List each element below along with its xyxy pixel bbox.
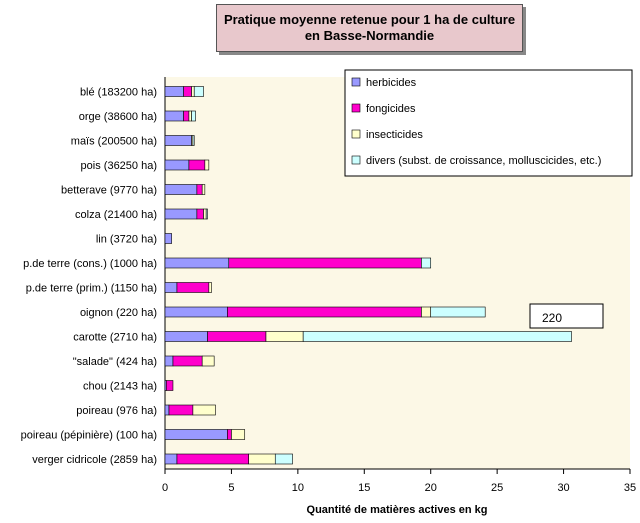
bar-segment-2 [183,110,190,122]
category-label: poireau (976 ha) [76,405,157,417]
chart-subtitle: en Basse-Normandie [304,28,435,43]
bar-segment-3 [201,355,215,367]
bar-segment-4 [192,135,195,146]
category-label: poireau (pépinière) (100 ha) [21,430,157,442]
bar-segment-4 [421,257,432,269]
bar-segment-4 [193,86,204,97]
category-label: colza (21400 ha) [75,209,157,221]
bar-segment-3 [208,282,212,293]
bar-segment-1 [164,306,228,318]
bar-segment-3 [231,429,246,440]
bar-segment-4 [430,306,486,318]
bar-segment-2 [207,331,267,342]
bar-segment-1 [164,135,192,146]
category-label: lin (3720 ha) [96,234,157,246]
bar-segment-1 [164,282,178,293]
bar-segment-1 [164,110,184,122]
legend-label: herbicides [366,77,417,89]
bar-segment-3 [188,110,192,122]
x-tick-label: 35 [624,482,636,494]
bar-segment-4 [191,110,196,122]
chart-title: Pratique moyenne retenue pour 1 ha de cu… [223,12,516,27]
legend-label: divers (subst. de croissance, molluscici… [366,155,601,167]
legend: herbicides fongicides insecticides divers (… [344,69,633,177]
category-label: orge (38600 ha) [79,111,157,123]
chart-title-box: Pratique moyenne retenue pour 1 ha de cu… [216,4,523,52]
bar-segment-4 [205,208,208,220]
bar-segment-1 [164,429,228,440]
bar-segment-3 [201,184,206,195]
legend-swatch [351,155,361,165]
bar-segment-3 [203,208,207,220]
legend-swatch [351,129,361,139]
bar-segment-3 [192,404,216,416]
category-label: verger cidricole (2859 ha) [32,454,157,466]
category-label: chou (2143 ha) [83,381,157,393]
category-label: blé (183200 ha) [80,87,157,99]
bar-segment-2 [176,282,210,293]
category-label: p.de terre (prim.) (1150 ha) [26,283,157,295]
bar-segment-2 [196,208,204,220]
annotation-box: 220 [529,303,604,329]
bar-segment-3 [265,331,304,342]
x-tick-label: 15 [358,482,370,494]
category-label: maïs (200500 ha) [71,136,157,148]
x-tick-label: 20 [425,482,437,494]
x-tick-label: 5 [228,482,234,494]
bar-segment-3 [191,86,195,97]
bar-segment-1 [164,453,178,465]
bar-segment-1 [164,355,174,367]
annotation-rect [529,303,604,329]
bar-segment-4 [302,331,572,342]
bar-segment-1 [164,86,184,97]
bar-segment-2 [227,429,232,440]
bar-segment-1 [164,159,190,171]
category-label: carotte (2710 ha) [73,332,157,344]
legend-label: fongicides [366,103,416,115]
legend-box [344,69,633,177]
category-label: betterave (9770 ha) [61,185,157,197]
bar-segment-2 [183,86,192,97]
bar-segment-3 [421,306,432,318]
legend-swatch [351,77,361,87]
legend-label: insecticides [366,129,423,141]
x-tick-label: 0 [162,482,168,494]
bar-segment-4 [274,453,293,465]
bar-segment-1 [164,233,172,244]
bar-segment-2 [196,184,203,195]
x-tick-label: 10 [292,482,304,494]
annotation-text: 220 [542,311,562,325]
bar-segment-2 [188,159,206,171]
bar-segment-2 [176,453,249,465]
x-axis-label: Quantité de matières actives en kg [307,504,488,516]
bar-segment-1 [164,331,208,342]
bar-segment-3 [248,453,276,465]
category-label: pois (36250 ha) [81,160,157,172]
legend-swatch [351,103,361,113]
bar-segment-1 [164,257,230,269]
bar-segment-1 [164,208,198,220]
bar-segment-2 [228,257,422,269]
bar-segment-3 [204,159,210,171]
category-label: p.de terre (cons.) (1000 ha) [23,258,157,270]
x-tick-label: 25 [491,482,503,494]
bar-segment-2 [172,355,203,367]
category-label: "salade" (424 ha) [73,356,157,368]
category-label: oignon (220 ha) [80,307,157,319]
bar-segment-2 [168,404,194,416]
bar-segment-2 [227,306,422,318]
bar-segment-2 [166,380,174,391]
x-tick-label: 30 [557,482,569,494]
bar-segment-1 [164,404,170,416]
bar-segment-1 [164,184,198,195]
